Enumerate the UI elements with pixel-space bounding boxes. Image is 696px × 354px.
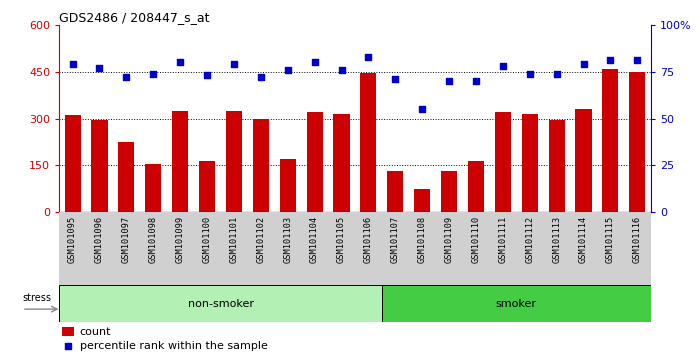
Text: percentile rank within the sample: percentile rank within the sample — [80, 341, 268, 351]
Bar — [468, 161, 484, 212]
Text: GSM101105: GSM101105 — [337, 216, 346, 263]
Bar — [522, 114, 538, 212]
Bar — [629, 72, 645, 212]
Bar — [62, 327, 74, 336]
Text: smoker: smoker — [496, 298, 537, 309]
Text: GDS2486 / 208447_s_at: GDS2486 / 208447_s_at — [59, 11, 209, 24]
Text: GSM101095: GSM101095 — [68, 216, 77, 263]
Bar — [602, 69, 619, 212]
Text: GSM101107: GSM101107 — [390, 216, 400, 263]
Text: GSM101096: GSM101096 — [95, 216, 104, 263]
Point — [309, 59, 320, 65]
Text: GSM101104: GSM101104 — [310, 216, 319, 263]
Text: GSM101113: GSM101113 — [552, 216, 561, 263]
Bar — [576, 109, 592, 212]
Bar — [59, 285, 382, 322]
Bar — [199, 161, 215, 212]
Text: stress: stress — [22, 293, 51, 303]
Point — [390, 76, 401, 82]
Bar — [361, 73, 377, 212]
Text: GSM101116: GSM101116 — [633, 216, 642, 263]
Text: GSM101103: GSM101103 — [283, 216, 292, 263]
Point — [470, 78, 482, 84]
Point — [121, 74, 132, 80]
Bar — [226, 111, 242, 212]
Bar — [441, 171, 457, 212]
Bar — [333, 114, 349, 212]
Text: GSM101100: GSM101100 — [203, 216, 212, 263]
Text: GSM101098: GSM101098 — [149, 216, 158, 263]
Point — [578, 61, 589, 67]
Bar — [145, 164, 161, 212]
Text: non-smoker: non-smoker — [187, 298, 253, 309]
Text: GSM101097: GSM101097 — [122, 216, 131, 263]
Point — [175, 59, 186, 65]
Point — [67, 61, 78, 67]
Bar — [65, 115, 81, 212]
Text: GSM101114: GSM101114 — [579, 216, 588, 263]
Point — [255, 74, 267, 80]
Point — [228, 61, 239, 67]
Bar — [387, 171, 404, 212]
Bar — [91, 120, 108, 212]
Point — [202, 73, 213, 78]
Text: GSM101102: GSM101102 — [256, 216, 265, 263]
Bar — [382, 285, 651, 322]
Point — [63, 343, 74, 349]
Point — [363, 54, 374, 59]
Text: GSM101108: GSM101108 — [418, 216, 427, 263]
Point — [605, 58, 616, 63]
Text: GSM101111: GSM101111 — [498, 216, 507, 263]
Text: GSM101101: GSM101101 — [230, 216, 239, 263]
Point — [94, 65, 105, 71]
Bar — [548, 120, 564, 212]
Point — [282, 67, 293, 73]
Point — [336, 67, 347, 73]
Point — [632, 58, 643, 63]
Text: GSM101109: GSM101109 — [445, 216, 454, 263]
Text: GSM101115: GSM101115 — [606, 216, 615, 263]
Text: count: count — [80, 327, 111, 337]
Bar — [280, 159, 296, 212]
Point — [524, 71, 535, 76]
Point — [417, 106, 428, 112]
Bar — [253, 119, 269, 212]
Text: GSM101112: GSM101112 — [525, 216, 535, 263]
Point — [148, 71, 159, 76]
Bar — [495, 112, 511, 212]
Bar — [118, 142, 134, 212]
Text: GSM101106: GSM101106 — [364, 216, 373, 263]
Point — [498, 63, 509, 69]
Point — [443, 78, 454, 84]
Point — [551, 71, 562, 76]
Bar — [414, 189, 430, 212]
Text: GSM101099: GSM101099 — [175, 216, 184, 263]
Text: GSM101110: GSM101110 — [471, 216, 480, 263]
Bar — [172, 111, 188, 212]
Bar — [306, 112, 323, 212]
